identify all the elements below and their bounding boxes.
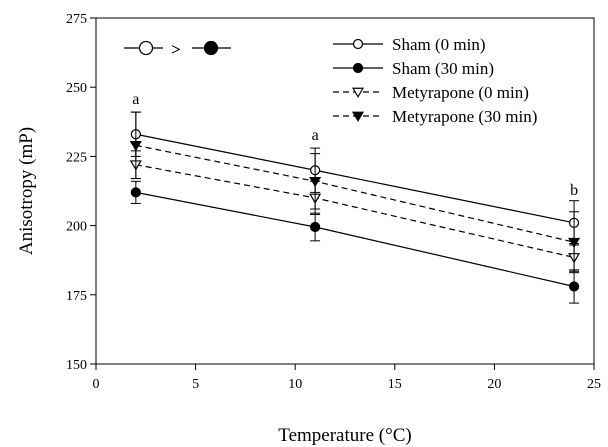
significance-key: > [124, 40, 231, 59]
x-tick-label: 10 [288, 377, 302, 392]
significance-letter: b [570, 182, 578, 199]
legend-marker [351, 87, 365, 98]
data-point [309, 176, 322, 188]
significance-letter: a [312, 127, 319, 144]
legend-entry: Sham (30 min) [333, 59, 494, 78]
y-tick-label: 175 [66, 289, 87, 304]
x-tick-label: 0 [93, 377, 100, 392]
data-point [130, 187, 141, 198]
legend-label: Metyrapone (0 min) [392, 83, 529, 102]
y-tick-label: 275 [66, 12, 87, 27]
y-tick-label: 225 [66, 150, 87, 165]
annotation-layer: a a b [132, 91, 578, 199]
data-point [568, 237, 581, 249]
data-point [568, 281, 580, 292]
data-point [129, 140, 142, 152]
y-tick-label: 150 [66, 358, 87, 373]
x-axis-title: Temperature (°C) [278, 425, 411, 446]
series-line [135, 133, 575, 224]
legend-entry: Metyrapone (30 min) [333, 107, 537, 126]
data-point [310, 221, 321, 233]
series-line [135, 144, 575, 243]
significance-letter: a [132, 91, 139, 108]
y-axis: 150 175 200 225 250 275 [66, 12, 96, 373]
legend-entry: Metyrapone (0 min) [333, 83, 529, 102]
x-tick-label: 5 [192, 377, 199, 392]
legend-entry: Sham (0 min) [333, 35, 486, 54]
legend: Sham (0 min) Sham (30 min) Metyrapone (0 m… [333, 35, 537, 126]
plot-frame [95, 17, 595, 365]
x-axis: 0 5 10 15 20 25 [93, 364, 601, 392]
x-tick-label: 15 [388, 377, 402, 392]
series-3 [129, 111, 581, 274]
y-axis-title: Anisotropy (mP) [16, 127, 37, 255]
y-tick-label: 200 [66, 220, 87, 235]
legend-label: Sham (0 min) [392, 35, 486, 54]
legend-marker [352, 62, 364, 74]
key-filled-circle [203, 40, 219, 56]
series-layer [129, 111, 581, 304]
key-open-circle [138, 40, 154, 56]
y-tick-label: 250 [66, 81, 87, 96]
series-1 [130, 180, 580, 304]
legend-marker [351, 111, 365, 122]
key-greater-than: > [171, 40, 181, 59]
series-2 [129, 150, 581, 272]
legend-label: Metyrapone (30 min) [392, 107, 537, 126]
x-tick-label: 20 [487, 377, 501, 392]
series-0 [130, 111, 580, 246]
x-tick-label: 25 [587, 377, 601, 392]
legend-label: Sham (30 min) [392, 59, 494, 78]
legend-marker [352, 38, 364, 50]
